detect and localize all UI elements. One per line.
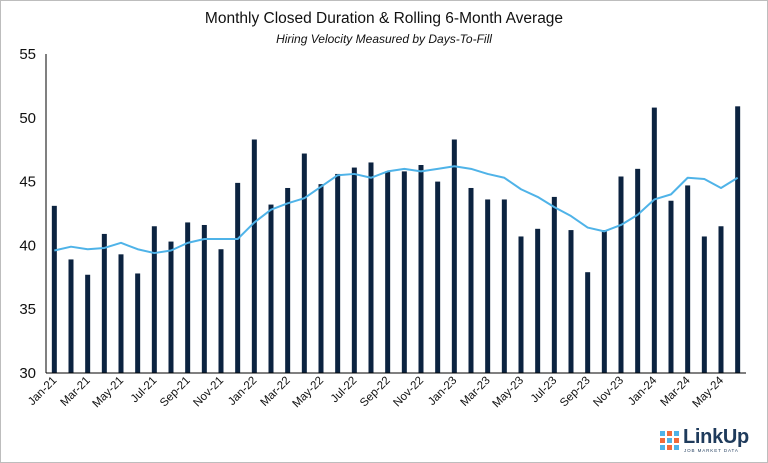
bar: [168, 241, 174, 373]
x-tick-label: Jul-21: [129, 375, 160, 406]
bar: [668, 200, 674, 373]
y-axis-ticks: 30 35 40 45 50 55: [19, 46, 36, 382]
bar: [535, 228, 541, 373]
bar: [235, 182, 241, 373]
x-tick-label: Jul-23: [529, 375, 560, 406]
chart-title: Monthly Closed Duration & Rolling 6-Mont…: [204, 10, 564, 27]
bar: [651, 107, 657, 373]
y-tick-label: 35: [19, 301, 36, 318]
chart-subtitle: Hiring Velocity Measured by Days-To-Fill: [276, 32, 492, 46]
y-tick-label: 55: [19, 46, 36, 63]
bar: [318, 184, 324, 373]
bar: [401, 171, 407, 373]
x-tick-label: Mar-22: [259, 375, 293, 409]
bar: [201, 224, 207, 373]
y-tick-label: 30: [19, 365, 36, 382]
bar: [368, 162, 374, 373]
y-tick-label: 45: [19, 174, 36, 191]
x-tick-label: May-22: [291, 375, 327, 411]
x-tick-label: May-21: [91, 375, 127, 411]
x-tick-label: Nov-23: [591, 375, 626, 410]
x-tick-label: May-23: [491, 375, 527, 411]
linkup-logo-mark-icon: [660, 431, 679, 450]
bar: [735, 106, 741, 373]
bar: [635, 168, 641, 373]
x-tick-label: Sep-21: [158, 375, 193, 410]
bar: [585, 272, 591, 373]
x-tick-label: Jul-22: [329, 375, 360, 406]
logo-name: LinkUp: [683, 426, 749, 448]
x-tick-label: Jan-22: [226, 375, 259, 408]
bar: [268, 204, 274, 373]
x-tick-label: Mar-23: [459, 375, 493, 409]
rolling-average-line: [54, 165, 739, 255]
bar: [568, 230, 574, 373]
axes: [45, 54, 746, 374]
bar: [551, 196, 557, 373]
rolling-average-series: [54, 165, 739, 255]
bar: [701, 236, 707, 373]
bar: [685, 185, 691, 373]
bar: [85, 274, 91, 373]
bar: [51, 205, 57, 373]
x-tick-label: May-24: [691, 374, 727, 410]
bar: [501, 199, 507, 373]
x-tick-label: Sep-22: [358, 375, 393, 410]
bar: [218, 249, 224, 373]
x-tick-label: Nov-22: [391, 375, 426, 410]
bar: [601, 230, 607, 373]
y-tick-label: 50: [19, 110, 36, 127]
x-tick-label: Nov-21: [191, 375, 226, 410]
x-tick-label: Sep-23: [558, 375, 593, 410]
x-tick-label: Mar-24: [659, 374, 694, 409]
bar: [251, 139, 257, 373]
bar: [518, 236, 524, 373]
x-tick-label: Jan-24: [626, 374, 660, 408]
bar: [718, 226, 724, 373]
x-tick-label: Jan-23: [426, 375, 459, 408]
bar: [351, 167, 357, 373]
bar: [435, 181, 441, 373]
bar: [418, 165, 424, 373]
bar: [451, 139, 457, 373]
bar: [68, 259, 74, 373]
bar: [118, 254, 124, 373]
bar: [618, 176, 624, 373]
bar: [385, 171, 391, 373]
bar: [485, 199, 491, 373]
bar: [301, 153, 307, 373]
bar: [185, 222, 191, 373]
bar: [468, 187, 474, 373]
y-tick-label: 40: [19, 237, 36, 254]
bar: [135, 273, 141, 373]
bar: [285, 187, 291, 373]
x-tick-label: Mar-21: [59, 375, 93, 409]
bar: [101, 233, 107, 373]
logo-tagline: JOB MARKET DATA: [684, 448, 739, 453]
bar: [151, 226, 157, 373]
bar-series: [51, 106, 741, 373]
bar: [335, 173, 341, 373]
linkup-logo: LinkUp JOB MARKET DATA: [660, 426, 760, 456]
